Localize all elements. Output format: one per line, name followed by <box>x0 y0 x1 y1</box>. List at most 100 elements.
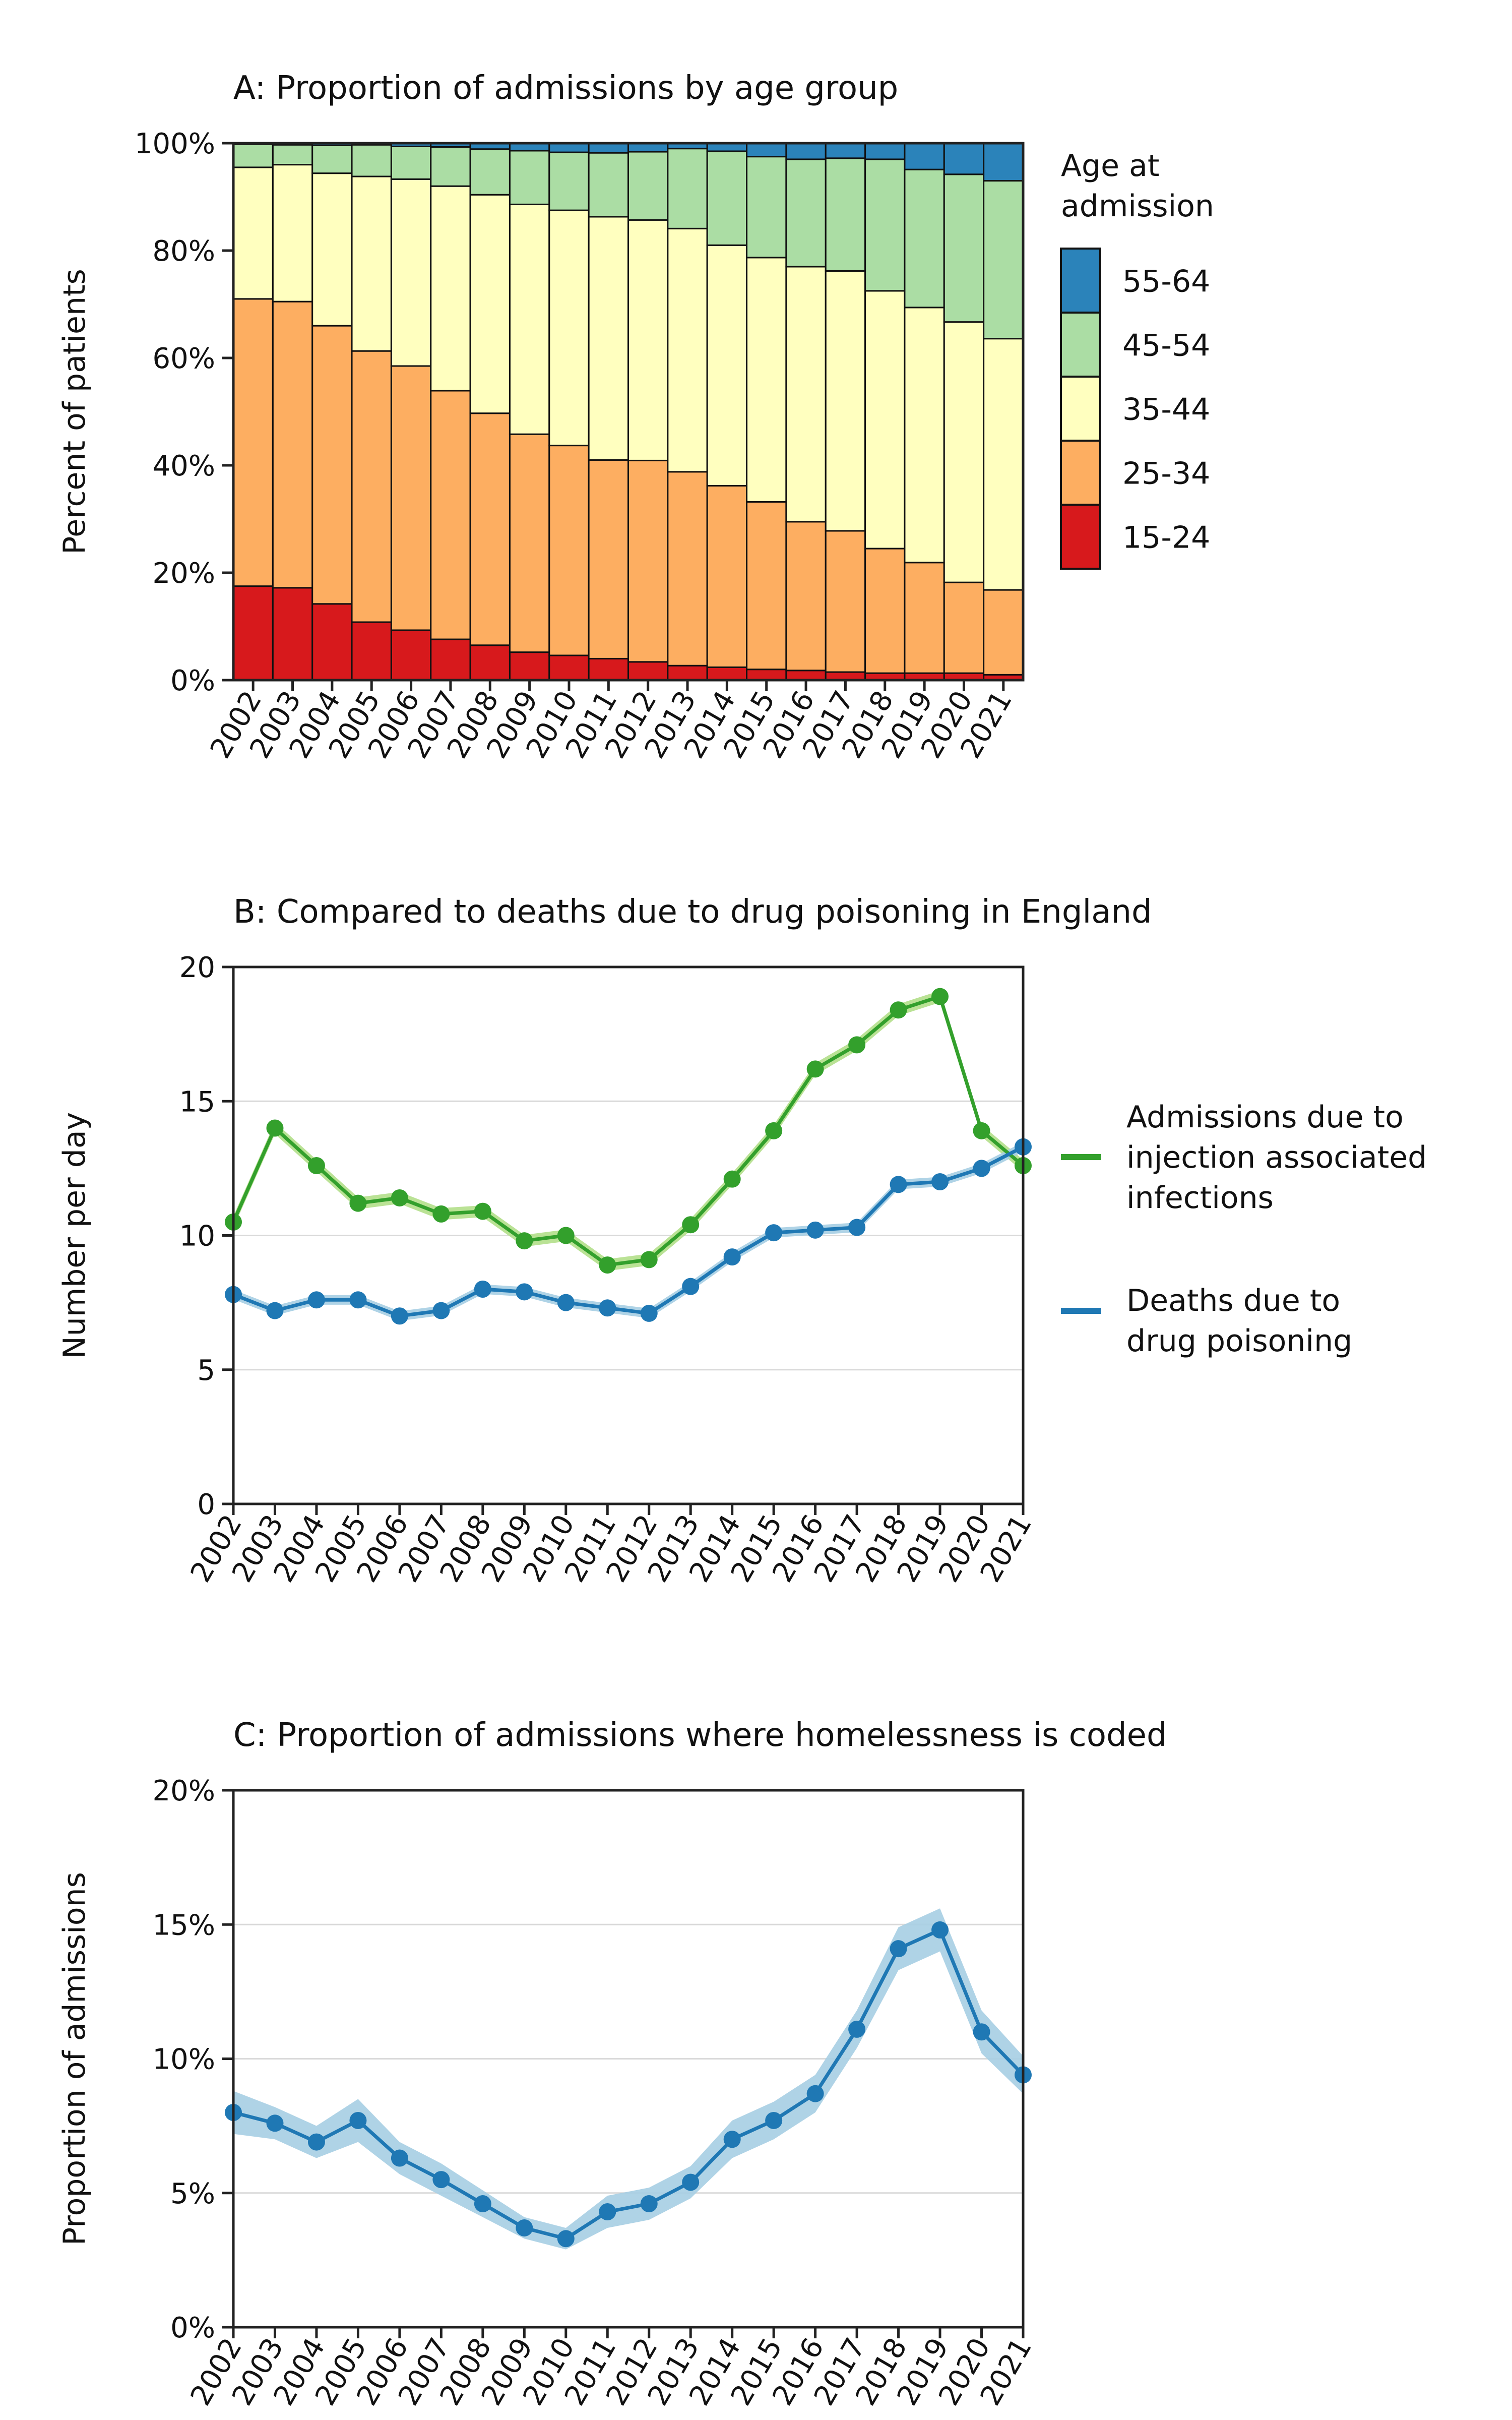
data-point-1-2013 <box>682 1278 700 1295</box>
data-point-0-2011 <box>599 1256 616 1274</box>
data-point-0-2014 <box>723 1170 741 1188</box>
data-point-0-2009 <box>516 2219 533 2236</box>
bar-25-34-2018 <box>864 548 906 674</box>
bar-15-24-2003 <box>272 587 313 681</box>
legend-label-0: infections <box>1126 1180 1274 1216</box>
data-point-0-2015 <box>765 1122 783 1139</box>
series-line-0 <box>231 995 1025 1267</box>
data-point-0-2018 <box>890 1940 907 1958</box>
bar-15-24-2006 <box>390 629 432 681</box>
data-point-1-2005 <box>349 1291 367 1309</box>
y-axis-label: Percent of patients <box>57 269 92 555</box>
legend-swatch-25-34 <box>1060 440 1101 506</box>
bar-15-24-2004 <box>311 603 353 681</box>
data-point-1-2015 <box>765 1224 783 1242</box>
bar-35-44-2017 <box>825 270 866 532</box>
y-tick-label: 100% <box>135 128 215 160</box>
bar-45-54-2019 <box>904 168 945 309</box>
bar-45-54-2012 <box>627 151 669 221</box>
bar-25-34-2009 <box>509 433 550 653</box>
data-point-1-2011 <box>599 1299 616 1317</box>
bar-35-44-2015 <box>746 257 787 503</box>
data-point-0-2007 <box>432 2171 450 2189</box>
legend-swatch-45-54 <box>1060 312 1101 378</box>
bar-15-24-2009 <box>509 651 550 681</box>
bar-35-44-2010 <box>548 209 590 447</box>
bar-55-64-2021 <box>983 142 1024 182</box>
bar-35-44-2019 <box>904 307 945 564</box>
bar-55-64-2010 <box>548 142 590 153</box>
bar-45-54-2011 <box>588 152 629 218</box>
data-point-0-2018 <box>890 1001 907 1019</box>
bar-45-54-2009 <box>509 150 550 205</box>
bar-25-34-2015 <box>746 501 787 671</box>
data-point-0-2012 <box>640 1251 658 1268</box>
y-tick-label: 20% <box>153 557 215 590</box>
legend-label-15-24: 15-24 <box>1122 520 1210 556</box>
bar-15-24-2015 <box>746 669 787 681</box>
bar-35-44-2018 <box>864 290 906 550</box>
data-point-0-2008 <box>474 2195 491 2213</box>
bar-25-34-2006 <box>390 365 432 631</box>
bar-25-34-2003 <box>272 300 313 589</box>
data-point-0-2016 <box>806 1060 824 1078</box>
bar-45-54-2008 <box>469 148 511 196</box>
data-point-1-2016 <box>806 1221 824 1239</box>
bar-55-64-2019 <box>904 142 945 170</box>
bar-15-24-2016 <box>785 670 827 681</box>
bar-55-64-2015 <box>746 142 787 158</box>
y-tick-label: 10 <box>179 1220 215 1253</box>
data-point-0-2017 <box>848 2020 866 2038</box>
bar-45-54-2006 <box>390 145 432 180</box>
legend-swatch-55-64 <box>1060 248 1101 314</box>
bar-35-44-2011 <box>588 216 629 461</box>
bar-25-34-2019 <box>904 562 945 674</box>
legend-label-1: drug poisoning <box>1126 1323 1352 1359</box>
data-point-0-2020 <box>973 1122 990 1139</box>
bar-45-54-2017 <box>825 157 866 272</box>
data-point-1-2012 <box>640 1304 658 1322</box>
confidence-band-1 <box>233 1142 1023 1321</box>
plot-frame <box>232 142 1025 682</box>
legend-label-55-64: 55-64 <box>1122 264 1210 299</box>
bar-35-44-2006 <box>390 178 432 367</box>
bar-15-24-2012 <box>627 661 669 681</box>
bar-15-24-2011 <box>588 657 629 681</box>
data-point-0-2003 <box>266 2114 284 2132</box>
data-point-1-2019 <box>931 1173 949 1190</box>
bar-45-54-2020 <box>943 173 985 323</box>
bar-55-64-2011 <box>588 142 629 154</box>
legend-label-0: injection associated <box>1126 1140 1427 1175</box>
data-point-0-2003 <box>266 1119 284 1137</box>
series-line-0 <box>233 1928 1025 2241</box>
data-point-1-2009 <box>516 1283 533 1301</box>
data-point-0-2016 <box>806 2085 824 2102</box>
data-point-0-2019 <box>931 988 949 1005</box>
data-point-0-2015 <box>765 2111 783 2129</box>
bar-15-24-2005 <box>351 621 392 681</box>
bar-35-44-2014 <box>706 244 748 487</box>
plot-frame <box>232 1789 1025 2329</box>
y-tick-label: 10% <box>153 2043 215 2076</box>
data-point-0-2006 <box>391 1189 408 1206</box>
bar-25-34-2016 <box>785 521 827 672</box>
bar-35-44-2007 <box>430 185 471 392</box>
bar-35-44-2003 <box>272 164 313 302</box>
data-point-0-2005 <box>349 2111 367 2129</box>
data-point-0-2008 <box>474 1202 491 1220</box>
bar-25-34-2007 <box>430 390 471 640</box>
data-point-1-2020 <box>973 1160 990 1177</box>
legend-label-25-34: 25-34 <box>1122 456 1210 492</box>
plot-frame <box>232 965 1025 1505</box>
bar-45-54-2002 <box>232 143 274 168</box>
y-tick-label: 15 <box>179 1085 215 1118</box>
bar-35-44-2020 <box>943 321 985 583</box>
bar-25-34-2021 <box>983 589 1024 676</box>
data-point-1-2006 <box>391 1307 408 1325</box>
data-point-0-2004 <box>307 1157 325 1175</box>
chart-title: B: Compared to deaths due to drug poison… <box>233 893 1152 931</box>
bar-35-44-2012 <box>627 219 669 461</box>
bar-35-44-2005 <box>351 175 392 352</box>
bar-35-44-2008 <box>469 194 511 414</box>
